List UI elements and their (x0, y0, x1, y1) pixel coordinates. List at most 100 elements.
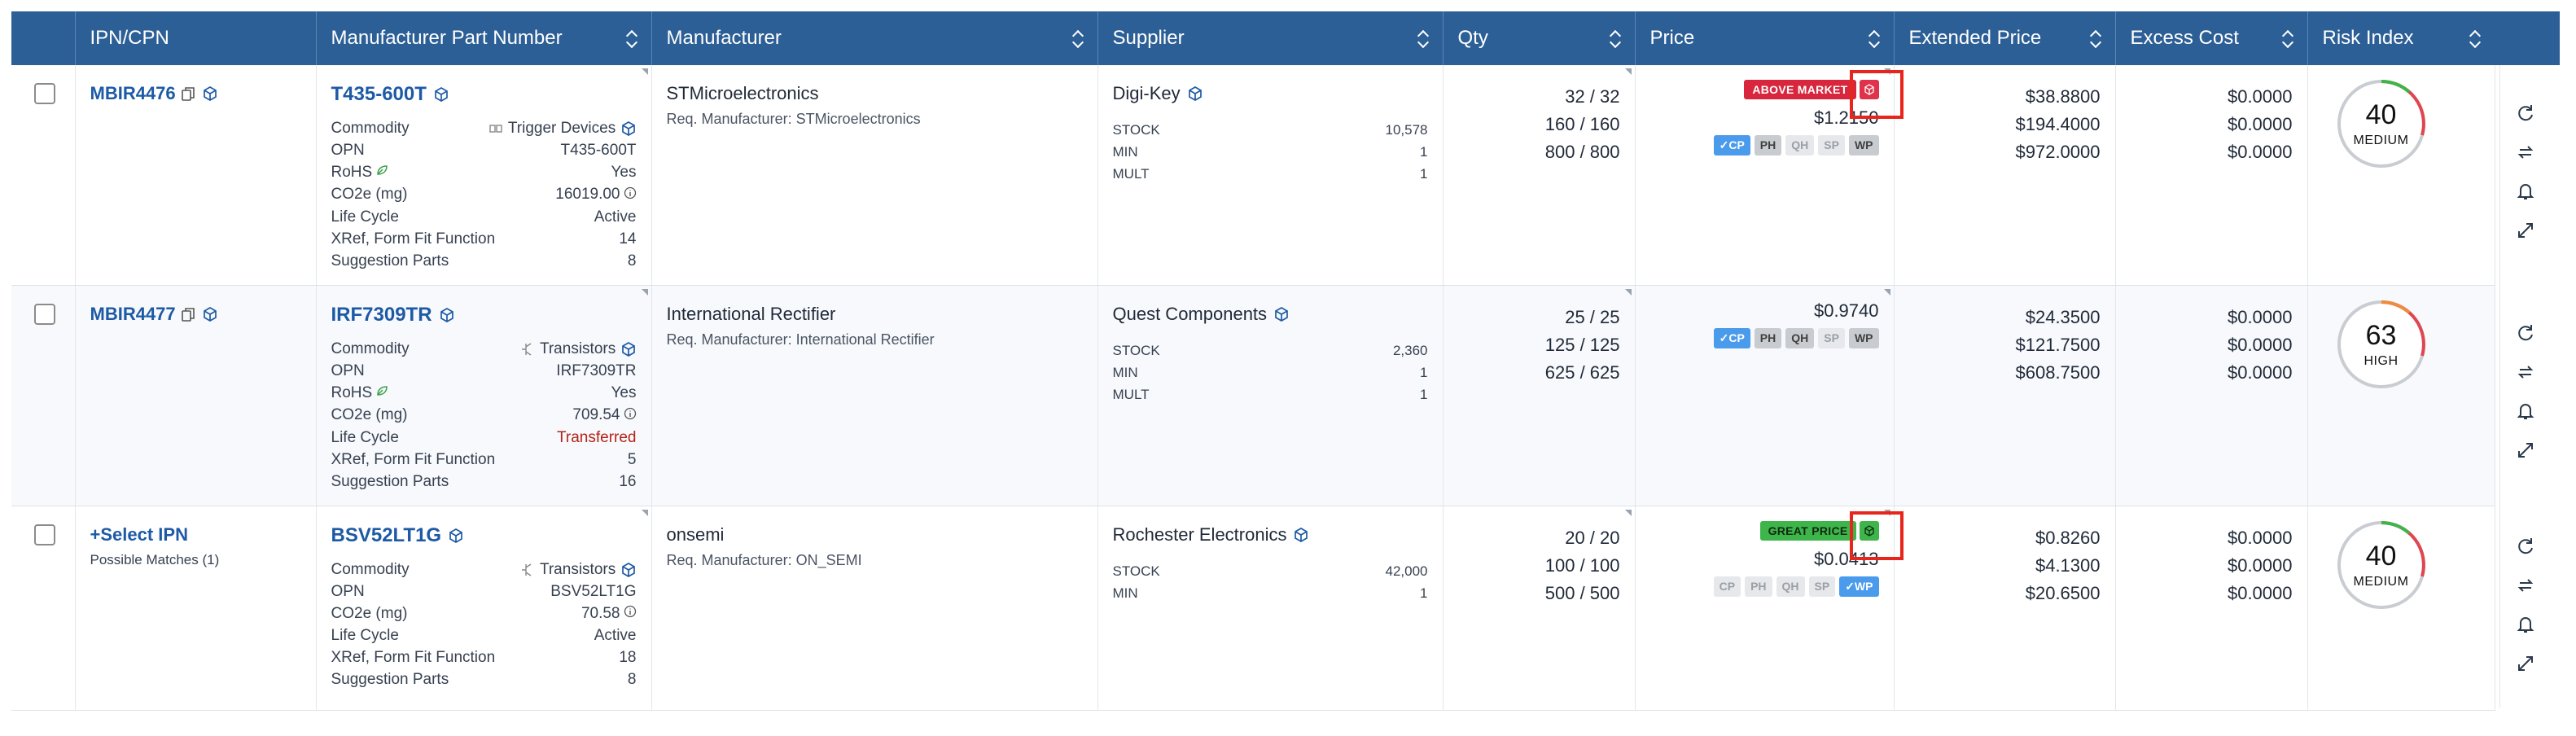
mpn-cell: BSV52LT1G Commodity Transistors OPN BSV52… (316, 506, 652, 711)
price-chip-cp[interactable]: ✓CP (1713, 135, 1750, 156)
market-cube-button[interactable] (1859, 521, 1879, 541)
expand-icon[interactable] (2515, 220, 2543, 248)
price-chip-ph[interactable]: PH (1745, 576, 1772, 598)
header-supplier[interactable]: Supplier (1097, 11, 1444, 65)
risk-cell: 40 MEDIUM (2307, 506, 2495, 711)
swap-icon[interactable] (2515, 142, 2543, 169)
info-icon[interactable] (624, 405, 637, 427)
manufacturer-name: onsemi (666, 524, 725, 545)
row-select-cell (11, 506, 76, 711)
info-icon[interactable] (624, 602, 637, 624)
row-checkbox[interactable] (34, 83, 55, 104)
possible-matches[interactable]: Possible Matches (1) (90, 552, 220, 567)
risk-score: 63 (2365, 320, 2397, 351)
sort-icon[interactable] (1418, 29, 1430, 47)
cube-icon[interactable] (620, 562, 637, 578)
bom-table: IPN/CPN Manufacturer Part Number Manufac… (11, 11, 2495, 711)
header-extended-price[interactable]: Extended Price (1894, 11, 2116, 65)
sort-icon[interactable] (2470, 29, 2482, 47)
price-chip-qh[interactable]: QH (1785, 328, 1815, 348)
price-chip-qh[interactable]: QH (1785, 135, 1815, 156)
sort-icon[interactable] (1073, 29, 1084, 47)
cube-icon[interactable] (439, 307, 455, 323)
transistor-icon (519, 341, 536, 357)
price-chip-wp[interactable]: WP (1848, 135, 1879, 156)
expand-icon[interactable] (2515, 653, 2543, 681)
highlight-box (1850, 511, 1904, 560)
manufacturer-name: STMicroelectronics (666, 83, 819, 103)
cell-corner-marker (641, 289, 648, 296)
ext-price-cell: $24.3500 $121.7500 $608.7500 (1894, 285, 2116, 506)
mpn-link[interactable]: T435-600T (331, 83, 427, 105)
sort-icon[interactable] (1869, 29, 1881, 47)
expand-icon[interactable] (2515, 440, 2543, 467)
header-ipn[interactable]: IPN/CPN (75, 11, 317, 65)
price-chip-ph[interactable]: PH (1754, 135, 1782, 156)
cube-icon[interactable] (620, 120, 637, 137)
cube-icon[interactable] (1187, 85, 1203, 102)
price-chip-cp[interactable]: CP (1713, 576, 1741, 598)
copy-icon[interactable] (181, 306, 197, 322)
supplier-name[interactable]: Rochester Electronics (1112, 524, 1287, 545)
mpn-link[interactable]: BSV52LT1G (331, 524, 442, 546)
info-icon[interactable] (624, 184, 637, 206)
swap-icon[interactable] (2515, 361, 2543, 389)
risk-level: MEDIUM (2353, 575, 2409, 589)
mpn-link[interactable]: IRF7309TR (331, 304, 432, 326)
cube-icon[interactable] (1293, 527, 1309, 543)
refresh-icon[interactable] (2515, 322, 2543, 350)
refresh-icon[interactable] (2515, 103, 2543, 130)
price-chip-ph[interactable]: PH (1754, 328, 1782, 348)
select-ipn-button[interactable]: +Select IPN (90, 524, 188, 545)
cell-corner-marker (1883, 289, 1890, 296)
manufacturer-cell: International Rectifier Req. Manufacture… (651, 285, 1098, 506)
component-icon (488, 120, 504, 137)
cell-corner-marker (641, 68, 648, 75)
ipn-link[interactable]: MBIR4477 (90, 304, 176, 324)
risk-gauge: 40 MEDIUM (2334, 518, 2429, 612)
cube-icon[interactable] (202, 85, 218, 102)
sort-icon[interactable] (2091, 29, 2102, 47)
bell-icon[interactable] (2515, 614, 2543, 642)
bom-table-wrap: IPN/CPN Manufacturer Part Number Manufac… (11, 11, 2561, 736)
qty-cell: 25 / 25 125 / 125 625 / 625 (1443, 285, 1636, 506)
cube-icon[interactable] (620, 341, 637, 357)
cell-corner-marker (1624, 289, 1632, 296)
header-mpn[interactable]: Manufacturer Part Number (316, 11, 652, 65)
header-excess-cost[interactable]: Excess Cost (2115, 11, 2308, 65)
header-risk-index[interactable]: Risk Index (2307, 11, 2495, 65)
sort-icon[interactable] (1610, 29, 1622, 47)
supplier-name[interactable]: Quest Components (1112, 304, 1268, 324)
price-chip-wp[interactable]: ✓WP (1839, 576, 1879, 598)
price-chip-wp[interactable]: WP (1848, 328, 1879, 348)
swap-icon[interactable] (2515, 575, 2543, 602)
market-cube-button[interactable] (1859, 80, 1879, 100)
row-checkbox[interactable] (34, 304, 55, 325)
row-checkbox[interactable] (34, 524, 55, 545)
price-chip-cp[interactable]: ✓CP (1713, 328, 1750, 348)
header-manufacturer[interactable]: Manufacturer (651, 11, 1098, 65)
table-row: MBIR4477 IRF7309TR Commodity Transistors… (11, 285, 2495, 506)
copy-icon[interactable] (181, 85, 197, 102)
header-qty[interactable]: Qty (1443, 11, 1636, 65)
header-price[interactable]: Price (1635, 11, 1895, 65)
cube-icon[interactable] (448, 528, 464, 544)
supplier-name[interactable]: Digi-Key (1112, 83, 1181, 103)
bell-icon[interactable] (2515, 181, 2543, 208)
bell-icon[interactable] (2515, 401, 2543, 428)
cube-icon[interactable] (202, 306, 218, 322)
sort-icon[interactable] (627, 29, 638, 47)
leaf-icon (375, 382, 388, 404)
ipn-link[interactable]: MBIR4476 (90, 83, 176, 103)
unit-price: $0.0413 (1813, 549, 1879, 570)
price-chip-sp[interactable]: SP (1818, 328, 1845, 348)
price-chip-sp[interactable]: SP (1808, 576, 1836, 598)
price-chip-sp[interactable]: SP (1818, 135, 1845, 156)
cube-icon[interactable] (1273, 306, 1290, 322)
cube-icon[interactable] (433, 86, 449, 103)
price-chip-qh[interactable]: QH (1776, 576, 1805, 598)
price-cell: $0.9740 ✓CP PH QH SP WP (1635, 285, 1895, 506)
sort-icon[interactable] (2283, 29, 2294, 47)
header-select (11, 11, 76, 65)
refresh-icon[interactable] (2515, 536, 2543, 563)
